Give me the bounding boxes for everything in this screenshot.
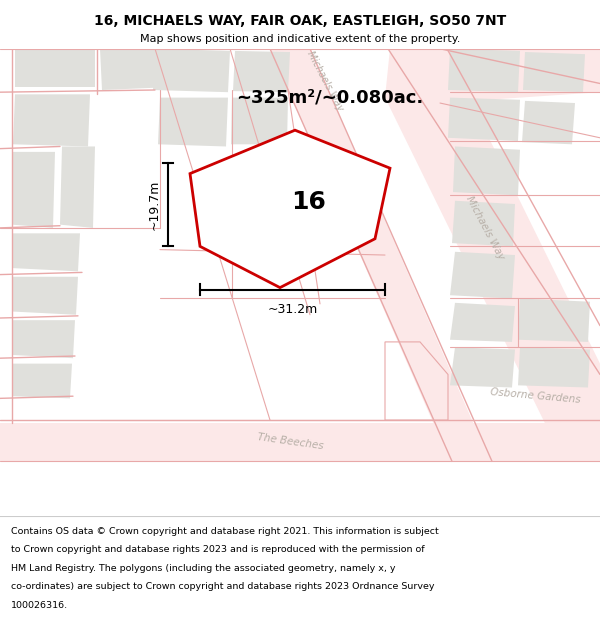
Text: Map shows position and indicative extent of the property.: Map shows position and indicative extent…	[140, 34, 460, 44]
Text: 100026316.: 100026316.	[11, 601, 68, 610]
Polygon shape	[12, 233, 80, 271]
Polygon shape	[15, 49, 95, 87]
Polygon shape	[0, 423, 600, 461]
Polygon shape	[60, 146, 95, 228]
Polygon shape	[190, 130, 390, 288]
Polygon shape	[448, 49, 520, 92]
Polygon shape	[518, 299, 590, 342]
Text: 16: 16	[291, 190, 326, 214]
Polygon shape	[522, 101, 575, 144]
Polygon shape	[158, 98, 228, 146]
Text: HM Land Registry. The polygons (including the associated geometry, namely x, y: HM Land Registry. The polygons (includin…	[11, 564, 395, 572]
Text: to Crown copyright and database rights 2023 and is reproduced with the permissio: to Crown copyright and database rights 2…	[11, 545, 424, 554]
Polygon shape	[450, 303, 515, 342]
Polygon shape	[12, 364, 72, 398]
Polygon shape	[233, 51, 290, 92]
Polygon shape	[450, 348, 515, 388]
Polygon shape	[231, 98, 288, 144]
Polygon shape	[100, 49, 178, 90]
Polygon shape	[448, 98, 520, 141]
Polygon shape	[12, 277, 78, 315]
Text: co-ordinates) are subject to Crown copyright and database rights 2023 Ordnance S: co-ordinates) are subject to Crown copyr…	[11, 582, 434, 591]
Text: Contains OS data © Crown copyright and database right 2021. This information is : Contains OS data © Crown copyright and d…	[11, 526, 439, 536]
Polygon shape	[385, 49, 600, 423]
Text: ~325m²/~0.080ac.: ~325m²/~0.080ac.	[236, 89, 424, 107]
Polygon shape	[12, 152, 55, 228]
Polygon shape	[453, 146, 520, 196]
Text: Michaels Way: Michaels Way	[464, 194, 506, 261]
Polygon shape	[12, 320, 75, 358]
Polygon shape	[523, 52, 585, 92]
Polygon shape	[518, 348, 590, 388]
Text: Osborne Gardens: Osborne Gardens	[490, 388, 581, 405]
Polygon shape	[153, 49, 230, 92]
Text: 16, MICHAELS WAY, FAIR OAK, EASTLEIGH, SO50 7NT: 16, MICHAELS WAY, FAIR OAK, EASTLEIGH, S…	[94, 14, 506, 28]
Polygon shape	[450, 252, 515, 299]
Polygon shape	[440, 49, 600, 103]
Polygon shape	[270, 49, 490, 461]
Polygon shape	[452, 201, 515, 246]
Polygon shape	[13, 94, 90, 146]
Text: Michaels Way: Michaels Way	[305, 49, 345, 113]
Text: The Beeches: The Beeches	[256, 432, 323, 451]
Text: ~31.2m: ~31.2m	[268, 303, 317, 316]
Text: ~19.7m: ~19.7m	[148, 179, 161, 230]
